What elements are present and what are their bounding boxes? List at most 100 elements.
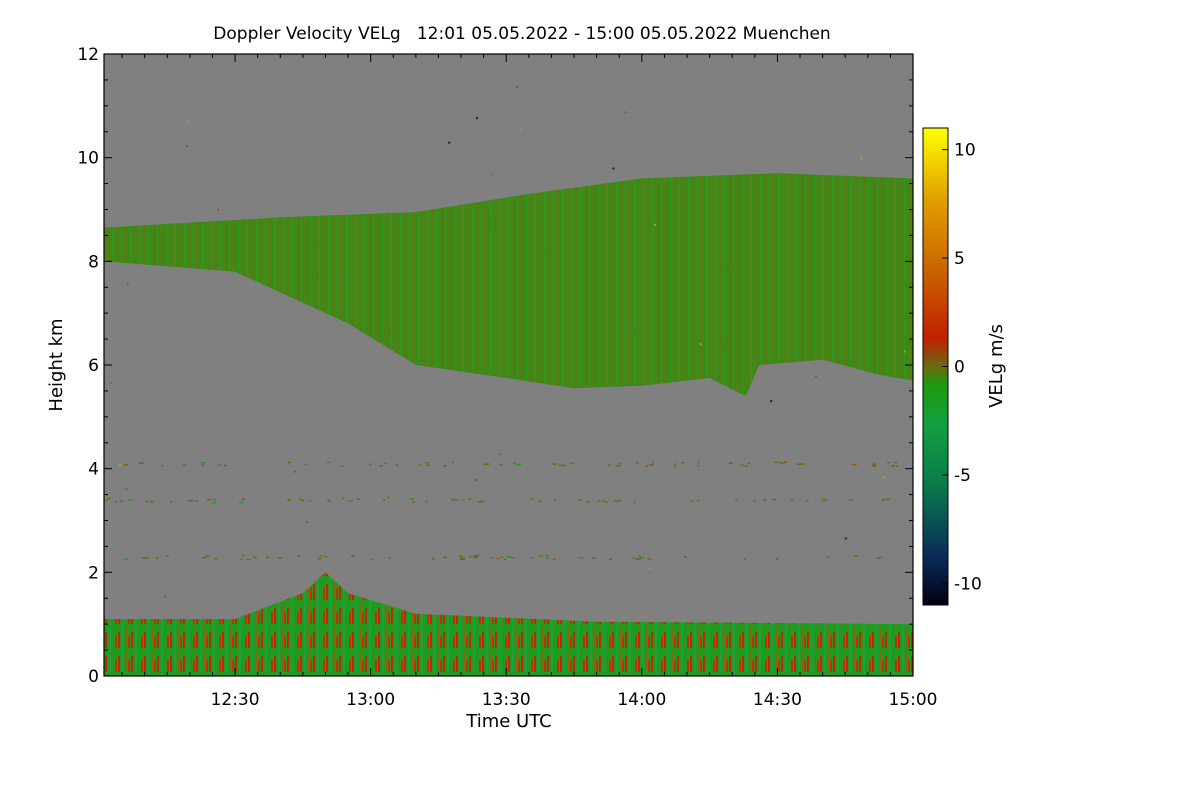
noise-speckle xyxy=(190,499,194,502)
noise-speckle xyxy=(735,498,738,501)
noise-speckle xyxy=(739,464,744,466)
noise-speckle xyxy=(252,556,256,558)
noise-speckle xyxy=(645,465,648,468)
noise-speckle xyxy=(892,464,895,467)
noise-speckle xyxy=(631,557,636,559)
x-axis-ticks: 12:30 13:00 13:30 14:00 14:30 15:00 xyxy=(121,54,938,710)
noise-speckle xyxy=(753,500,756,502)
noise-speckle xyxy=(637,558,642,560)
noise-speckle xyxy=(475,479,478,482)
noise-speckle xyxy=(503,558,507,561)
noise-speckle xyxy=(790,498,795,501)
y-tick-label: 6 xyxy=(88,356,99,376)
x-tick-label: 12:30 xyxy=(211,690,260,710)
noise-speckle xyxy=(624,111,627,114)
noise-speckle xyxy=(214,557,218,560)
colorbar: 10 5 0 -5 -10 VELg m/s xyxy=(922,127,1007,606)
noise-speckle xyxy=(326,461,331,464)
noise-speckle xyxy=(775,558,779,560)
noise-speckle xyxy=(443,556,448,559)
noise-speckle xyxy=(651,461,655,464)
noise-speckle xyxy=(480,500,485,503)
noise-speckle xyxy=(287,499,292,501)
noise-speckle xyxy=(531,557,534,559)
noise-speckle xyxy=(467,498,472,500)
noise-speckle xyxy=(164,595,167,598)
noise-speckle xyxy=(474,554,480,557)
noise-speckle xyxy=(212,498,217,501)
noise-speckle xyxy=(614,500,617,502)
x-tick-label: 15:00 xyxy=(889,690,938,710)
noise-speckle xyxy=(312,240,315,243)
noise-speckle xyxy=(118,463,121,466)
noise-speckle xyxy=(805,500,809,502)
noise-speckle xyxy=(872,462,875,464)
noise-speckle xyxy=(185,145,188,148)
noise-speckle xyxy=(145,557,150,559)
noise-speckle xyxy=(387,327,390,330)
noise-speckle xyxy=(801,463,805,465)
noise-speckle xyxy=(653,223,656,226)
noise-speckle xyxy=(649,464,654,466)
boundary-layer-echoes xyxy=(104,572,913,676)
x-axis-label: Time UTC xyxy=(465,711,551,732)
noise-speckle xyxy=(772,498,776,501)
noise-speckle xyxy=(298,497,302,500)
noise-speckle xyxy=(635,461,639,464)
colorbar-tick-label: 0 xyxy=(954,358,965,378)
noise-speckle xyxy=(241,554,246,557)
colorbar-tick-label: 5 xyxy=(954,249,965,269)
noise-speckle xyxy=(125,488,128,491)
noise-speckle xyxy=(552,558,556,561)
noise-speckle xyxy=(300,499,305,502)
noise-speckle xyxy=(894,461,898,463)
noise-speckle xyxy=(580,557,584,559)
colorbar-label: VELg m/s xyxy=(986,324,1007,408)
noise-speckle xyxy=(166,555,169,557)
noise-speckle xyxy=(127,499,132,502)
noise-speckle xyxy=(246,558,252,561)
noise-speckle xyxy=(562,464,567,467)
noise-speckle xyxy=(383,462,388,465)
noise-speckle xyxy=(424,461,430,464)
noise-speckle xyxy=(182,464,187,467)
noise-speckle xyxy=(126,282,129,285)
noise-speckle xyxy=(496,557,500,560)
noise-speckle xyxy=(881,369,884,372)
noise-speckle xyxy=(512,462,517,464)
noise-speckle xyxy=(756,200,759,203)
noise-speckle xyxy=(774,461,779,463)
noise-speckle xyxy=(852,463,857,466)
noise-speckle xyxy=(287,461,292,464)
noise-speckle xyxy=(254,557,257,560)
noise-speckle xyxy=(638,555,641,557)
noise-speckle xyxy=(306,521,309,524)
noise-speckle xyxy=(469,555,473,558)
noise-speckle xyxy=(170,501,173,503)
noise-speckle xyxy=(887,461,890,464)
noise-speckle xyxy=(814,375,817,378)
noise-speckle xyxy=(451,461,454,464)
noise-speckle xyxy=(569,462,575,464)
noise-speckle xyxy=(500,556,504,559)
noise-speckle xyxy=(903,350,906,353)
noise-speckle xyxy=(591,557,597,559)
noise-speckle xyxy=(206,498,212,501)
noise-speckle xyxy=(499,463,503,466)
plot-area: 12:30 13:00 13:30 14:00 14:30 15:00 0 2 4 6 8 10 12 xyxy=(77,45,937,710)
clear-air-speckles xyxy=(104,86,906,598)
y-tick-label: 0 xyxy=(88,667,99,687)
noise-speckle xyxy=(212,501,217,504)
noise-speckle xyxy=(608,558,613,560)
y-tick-label: 2 xyxy=(88,563,99,583)
y-tick-label: 12 xyxy=(77,45,99,65)
noise-speckle xyxy=(155,557,159,559)
noise-speckle xyxy=(351,555,355,557)
noise-speckle xyxy=(853,555,859,557)
noise-speckle xyxy=(498,453,501,456)
noise-speckle xyxy=(634,330,637,333)
noise-speckle xyxy=(104,499,108,502)
noise-speckle xyxy=(278,557,283,559)
noise-speckle xyxy=(726,269,729,272)
